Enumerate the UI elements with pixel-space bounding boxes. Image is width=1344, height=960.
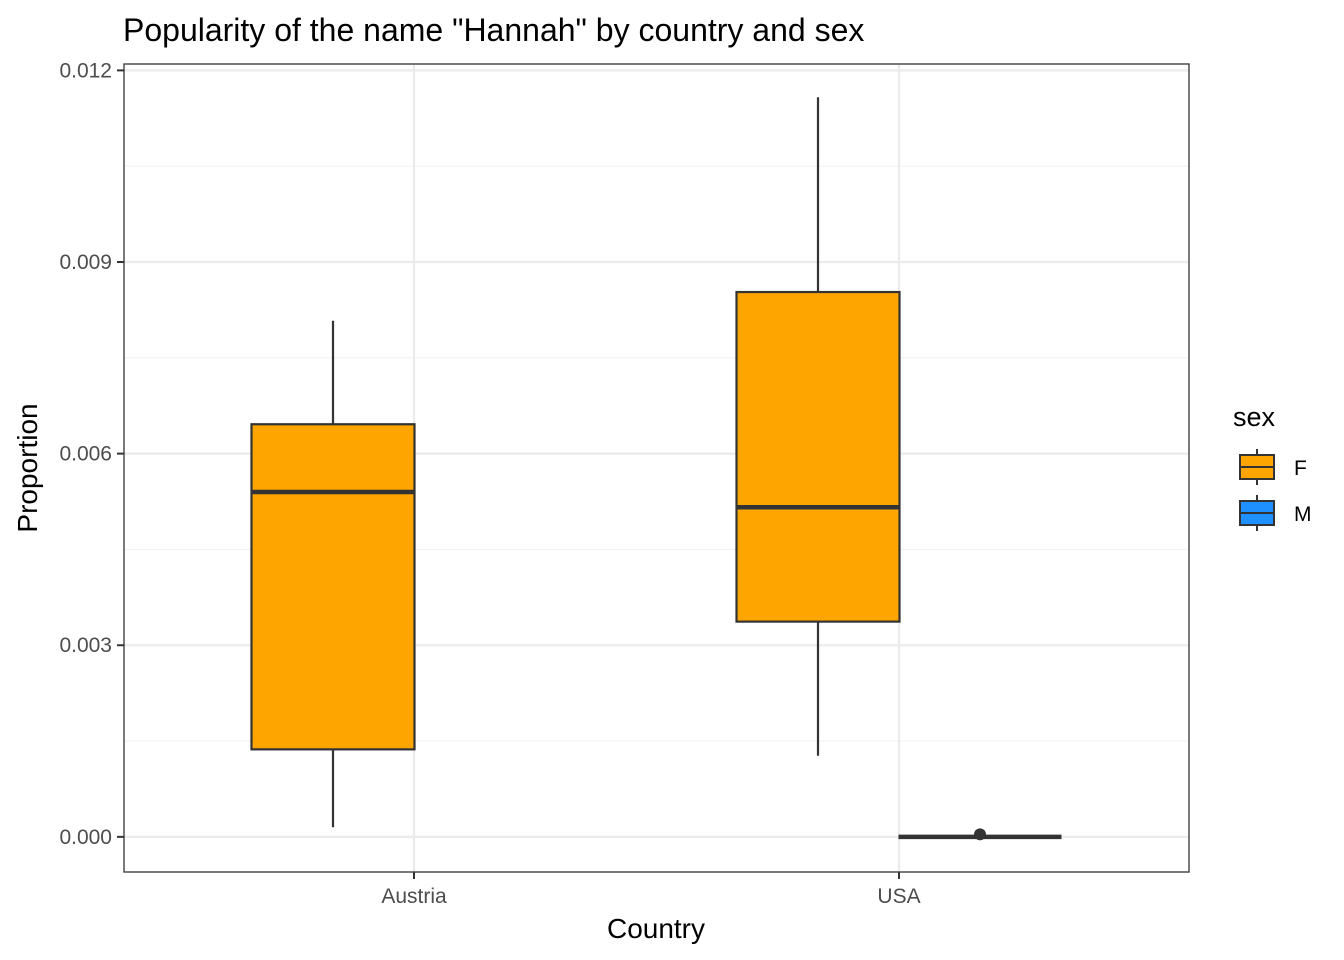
x-tick-label: USA	[877, 885, 920, 908]
legend-label-M: M	[1294, 503, 1312, 526]
y-tick-label: 0.000	[59, 826, 112, 849]
legend-key-F: F	[1239, 449, 1307, 485]
legend: sex FM	[1233, 402, 1312, 531]
legend-key-M: M	[1239, 495, 1312, 531]
x-tick-label: Austria	[381, 885, 447, 908]
y-tick-label: 0.003	[59, 634, 112, 657]
plot-panel-border	[123, 63, 1190, 873]
outlier-point	[974, 828, 986, 841]
box-body	[250, 423, 416, 751]
y-tick-label: 0.009	[59, 251, 112, 274]
axes: 0.000 0.003 0.006 0.009 0.012 Austria USA	[59, 59, 920, 908]
box-M-usa	[898, 828, 1062, 841]
box-F-austria	[250, 320, 416, 828]
legend-label-F: F	[1294, 457, 1307, 480]
x-axis-title: Country	[607, 913, 705, 944]
legend-title: sex	[1233, 402, 1276, 432]
box-F-usa	[735, 97, 901, 756]
y-tick-label: 0.012	[59, 59, 112, 82]
box-body	[735, 290, 901, 623]
y-axis-title: Proportion	[12, 403, 43, 532]
legend-keys: FM	[1239, 449, 1312, 531]
box-layer	[250, 97, 1062, 841]
y-tick-label: 0.006	[59, 443, 112, 466]
chart-title: Popularity of the name "Hannah" by count…	[123, 12, 864, 48]
